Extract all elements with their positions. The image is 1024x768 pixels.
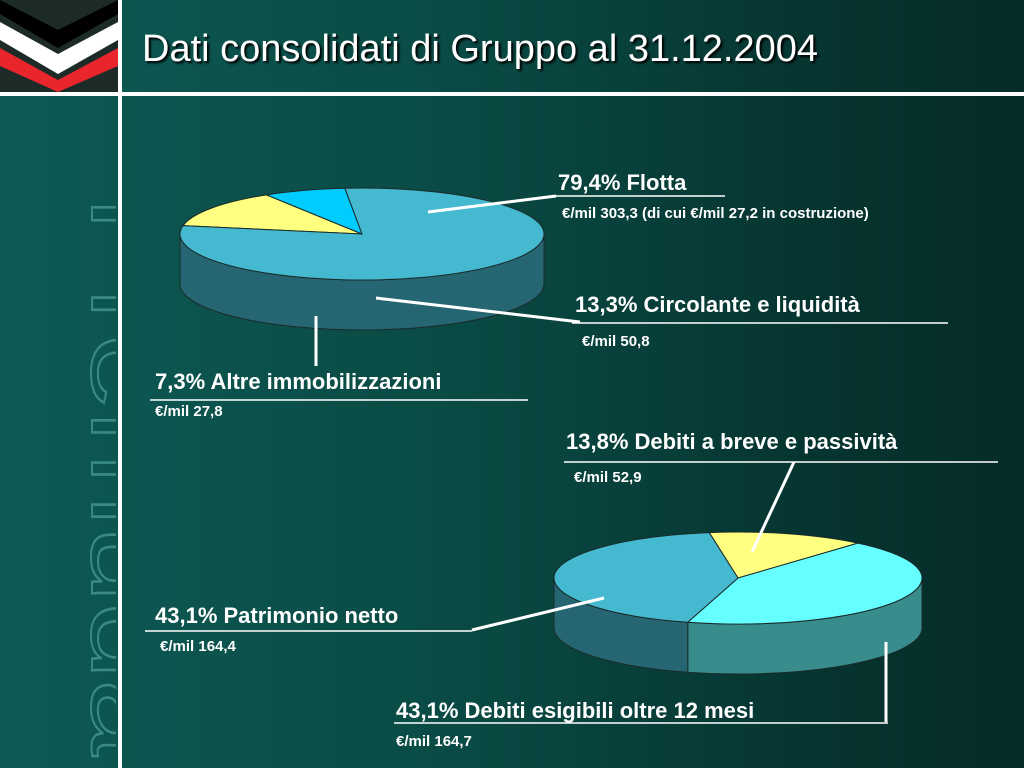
- leader-line-circolante: [375, 296, 581, 324]
- logo-red-chevron: [0, 48, 118, 92]
- logo-black-chevron: [0, 0, 118, 48]
- header-divider: [0, 92, 1024, 96]
- pie-slice-13-3-circolante-e-liquidit: [182, 194, 363, 235]
- leader-line-flotta: [427, 194, 557, 214]
- leader-line-debiti-breve: [750, 461, 796, 553]
- label-flotta: 79,4% Flotta: [558, 170, 687, 195]
- label-circolante: 13,3% Circolante e liquidità: [575, 292, 860, 317]
- amount-debiti-oltre: €/mil 164,7: [396, 733, 472, 750]
- label-debiti-oltre: 43,1% Debiti esigibili oltre 12 mesi: [396, 698, 755, 723]
- pie-slice-43-1-debiti-esigibili-oltre-12-mesi: [686, 542, 923, 625]
- amount-circolante: €/mil 50,8: [582, 333, 650, 350]
- amount-altre-immobilizzazioni: €/mil 27,8: [155, 403, 223, 420]
- sidebar-divider: [118, 0, 122, 768]
- pie-slice-13-8-debiti-a-breve-e-passivit: [708, 531, 859, 579]
- brand-watermark: Premuda: [68, 195, 116, 757]
- amount-debiti-breve: €/mil 52,9: [574, 469, 642, 486]
- brand-watermark-text: Premuda: [69, 196, 116, 756]
- amount-patrimonio-netto: €/mil 164,4: [160, 638, 236, 655]
- label-altre-immobilizzazioni: 7,3% Altre immobilizzazioni: [155, 369, 442, 394]
- amount-flotta: €/mil 303,3 (di cui €/mil 27,2 in costru…: [562, 205, 869, 222]
- page-title: Dati consolidati di Gruppo al 31.12.2004: [142, 28, 819, 70]
- label-debiti-breve: 13,8% Debiti a breve e passività: [566, 429, 898, 454]
- leader-line-patrimonio: [471, 596, 605, 632]
- pie-slice-79-4-flotta: [179, 187, 545, 281]
- logo-white-chevron: [0, 22, 118, 74]
- label-patrimonio-netto: 43,1% Patrimonio netto: [155, 603, 399, 628]
- company-logo: [0, 0, 118, 92]
